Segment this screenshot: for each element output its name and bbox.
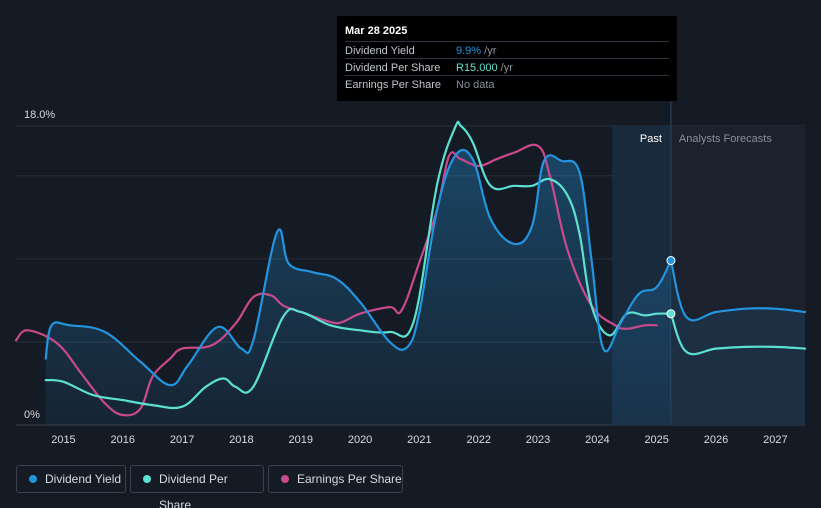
analysts-forecasts-label: Analysts Forecasts: [679, 133, 772, 145]
tooltip-label: Earnings Per Share: [345, 79, 441, 91]
x-tick-label: 2022: [466, 434, 490, 446]
legend-dot-icon: [29, 475, 37, 483]
legend-earnings-per-share[interactable]: Earnings Per Share: [268, 465, 403, 493]
tooltip-value: No data: [456, 79, 495, 91]
tooltip-value: 9.9% /yr: [456, 45, 496, 57]
legend-label: Dividend Per Share: [159, 472, 228, 508]
legend-dot-icon: [281, 475, 289, 483]
tooltip-suffix: /yr: [481, 45, 497, 57]
x-tick-label: 2020: [348, 434, 372, 446]
tooltip-row-earnings-per-share: Earnings Per Share No data: [345, 75, 669, 93]
chart-tooltip: Mar 28 2025 Dividend Yield 9.9% /yr Divi…: [337, 16, 677, 101]
tooltip-number: No data: [456, 79, 495, 91]
dividend-per-share-marker: [666, 309, 676, 319]
x-tick-label: 2024: [585, 434, 609, 446]
tooltip-number: 9.9%: [456, 45, 482, 57]
legend-dividend-per-share[interactable]: Dividend Per Share: [130, 465, 264, 508]
dividend-yield-line: [44, 148, 672, 387]
area-fills: [45, 149, 805, 425]
markers: [666, 256, 676, 319]
x-tick-label: 2017: [170, 434, 194, 446]
tooltip-row-dividend-per-share: Dividend Per Share R15.000 /yr: [345, 58, 669, 76]
dividend-yield-area: [45, 149, 671, 425]
legend-label: Earnings Per Share: [297, 472, 402, 486]
tooltip-label: Dividend Per Share: [345, 62, 441, 74]
legend-dot-icon: [143, 475, 151, 483]
tooltip-row-dividend-yield: Dividend Yield 9.9% /yr: [345, 41, 669, 59]
x-tick-label: 2021: [407, 434, 431, 446]
dividend-yield-forecast-area: [670, 260, 805, 425]
x-tick-label: 2023: [526, 434, 550, 446]
x-tick-label: 2025: [644, 434, 668, 446]
past-label: Past: [640, 133, 662, 145]
x-tick-label: 2016: [111, 434, 135, 446]
dividend-per-share-line: [44, 120, 672, 410]
legend-dividend-yield[interactable]: Dividend Yield: [16, 465, 126, 493]
x-tick-label: 2026: [704, 434, 728, 446]
earnings-per-share-line: [14, 143, 658, 417]
axis-labels: 18.0% 0% 2015 2016 2017 2018 2019 2020 2021 2022 2…: [24, 109, 788, 446]
x-tick-label: 2015: [51, 434, 75, 446]
y-tick-label: 0%: [24, 409, 40, 421]
tooltip-value: R15.000 /yr: [456, 62, 513, 74]
tooltip-number: R15.000: [456, 62, 498, 74]
dividend-yield-forecast-line: [669, 259, 807, 322]
series-lines: [14, 120, 807, 417]
tooltip-label: Dividend Yield: [345, 45, 415, 57]
x-tick-label: 2018: [229, 434, 253, 446]
legend-label: Dividend Yield: [45, 472, 122, 486]
dividend-per-share-forecast-line: [669, 312, 807, 356]
y-tick-label: 18.0%: [24, 109, 55, 121]
x-tick-label: 2027: [763, 434, 787, 446]
x-tick-label: 2019: [289, 434, 313, 446]
tooltip-date: Mar 28 2025: [345, 25, 408, 37]
dividend-yield-marker: [666, 256, 676, 266]
tooltip-suffix: /yr: [497, 62, 513, 74]
